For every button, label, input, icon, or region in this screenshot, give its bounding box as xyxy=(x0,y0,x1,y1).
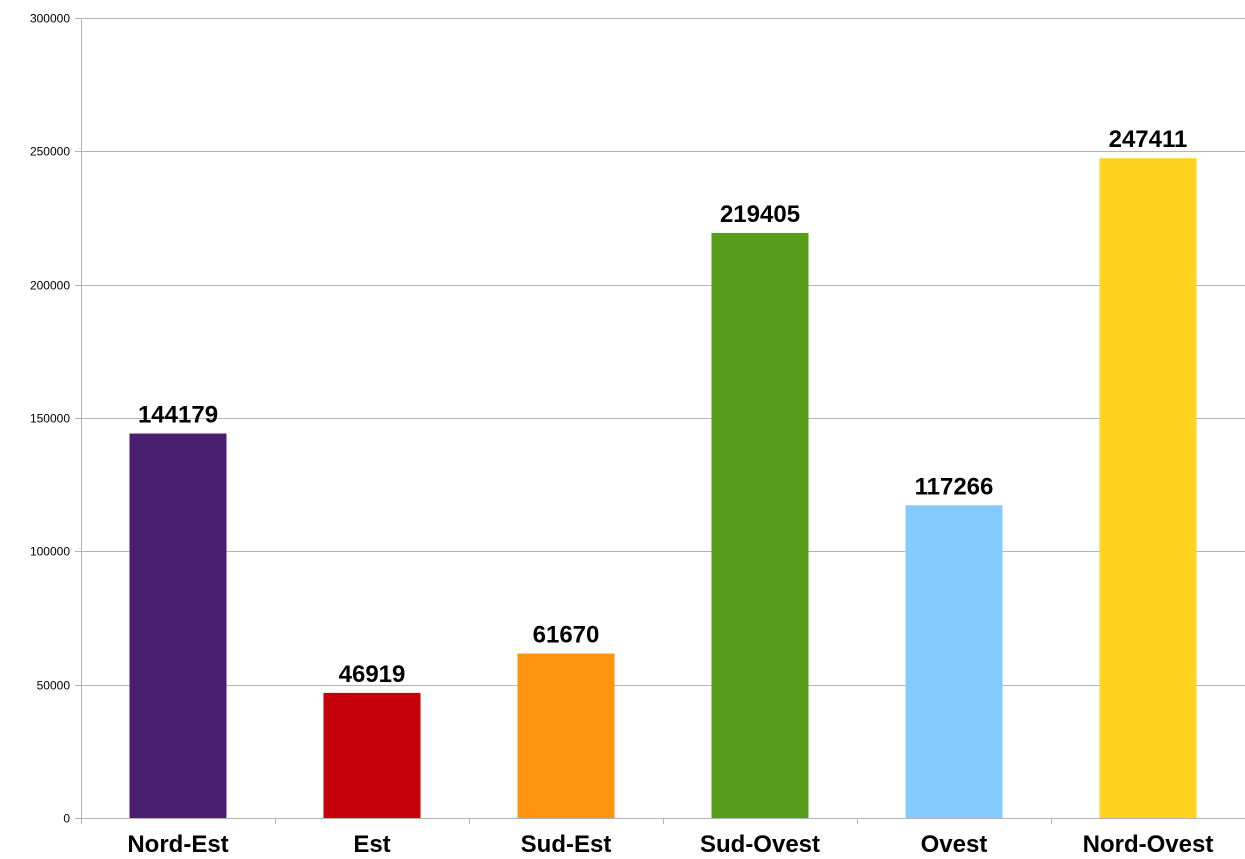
data-label: 247411 xyxy=(1109,126,1188,153)
data-labels: 144179 46919 61670 219405 117266 247411 xyxy=(138,126,1187,688)
axes xyxy=(75,18,1245,824)
bar xyxy=(129,433,227,818)
y-tick-label: 300000 xyxy=(30,12,70,26)
y-tick-label: 100000 xyxy=(30,545,70,559)
y-tick-labels: 0 50000 100000 150000 200000 250000 300000 xyxy=(30,12,70,826)
x-tick-label: Ovest xyxy=(921,831,988,858)
y-tick-label: 200000 xyxy=(30,279,70,293)
data-label: 46919 xyxy=(339,661,406,688)
bar xyxy=(517,653,615,818)
y-tick-label: 50000 xyxy=(37,679,71,693)
bar xyxy=(323,692,421,818)
x-tick-label: Nord-Est xyxy=(127,831,228,858)
y-tick-label: 0 xyxy=(63,812,70,826)
x-tick-labels: Nord-Est Est Sud-Est Sud-Ovest Ovest Nord-Ove… xyxy=(127,831,1213,858)
bar xyxy=(711,232,809,819)
y-tick-label: 250000 xyxy=(30,145,70,159)
data-label: 61670 xyxy=(533,622,600,649)
gridlines xyxy=(81,18,1245,686)
x-tick-label: Nord-Ovest xyxy=(1083,831,1214,858)
x-tick-label: Est xyxy=(353,831,390,858)
bar xyxy=(905,505,1003,818)
data-label: 144179 xyxy=(138,402,218,429)
data-label: 117266 xyxy=(915,473,994,500)
data-label: 219405 xyxy=(720,201,800,228)
x-tick-label: Sud-Est xyxy=(521,831,612,858)
x-tick-label: Sud-Ovest xyxy=(700,831,820,858)
bars xyxy=(129,158,1197,819)
y-tick-label: 150000 xyxy=(30,412,70,426)
bar xyxy=(1099,158,1197,819)
